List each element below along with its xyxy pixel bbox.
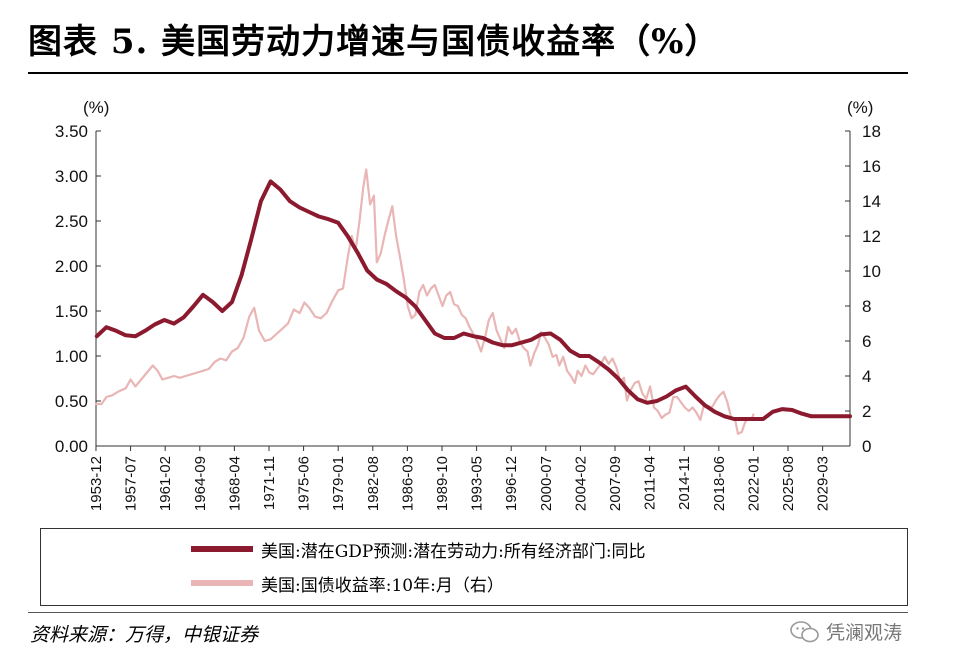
x-tick-label: 1953-12 (88, 456, 105, 511)
right-tick-label: 0 (862, 437, 871, 456)
legend-swatch-yield (191, 580, 253, 586)
x-tick-label: 1982-08 (365, 456, 382, 511)
legend-item-yield: 美国:国债收益率:10年:月（右） (191, 571, 504, 596)
legend: 美国:潜在GDP预测:潜在劳动力:所有经济部门:同比 美国:国债收益率:10年:… (40, 528, 908, 606)
right-tick-label: 14 (862, 192, 881, 211)
left-axis: 0.00 0.50 1.00 1.50 2.00 2.50 3.00 3.50 (55, 122, 101, 456)
right-tick-label: 10 (862, 262, 881, 281)
x-tick-label: 1968-04 (226, 456, 243, 511)
right-axis: 0 2 4 6 8 10 12 14 16 18 (845, 122, 881, 456)
x-tick-label: 1993-05 (469, 456, 486, 511)
x-tick-label: 2004-02 (572, 456, 589, 511)
watermark: 凭澜观涛 (790, 618, 902, 645)
x-tick-label: 1996-12 (503, 456, 520, 511)
x-tick-label: 2025-08 (780, 456, 797, 511)
watermark-text: 凭澜观涛 (826, 622, 903, 644)
right-tick-label: 8 (862, 297, 871, 316)
x-tick-label: 2018-06 (711, 456, 728, 511)
series-line-treasury-yield (94, 168, 755, 435)
x-tick-label: 2011-04 (642, 456, 659, 510)
x-tick-label: 1989-10 (434, 456, 451, 511)
legend-label-labor: 美国:潜在GDP预测:潜在劳动力:所有经济部门:同比 (261, 541, 646, 562)
source-divider (28, 612, 908, 613)
series-line-labor-growth (94, 179, 852, 421)
left-tick-label: 1.00 (55, 347, 88, 366)
x-tick-label: 1957-07 (123, 456, 140, 511)
x-tick-label: 2022-01 (745, 456, 762, 511)
x-axis: 1953-12 1957-07 1961-02 1964-09 1968-04 1971-… (88, 446, 832, 511)
x-tick-label: 1964-09 (192, 456, 209, 511)
right-tick-label: 6 (862, 332, 871, 351)
x-tick-label: 1986-03 (399, 456, 416, 511)
left-tick-label: 2.00 (55, 257, 88, 276)
legend-item-labor: 美国:潜在GDP预测:潜在劳动力:所有经济部门:同比 (191, 537, 646, 562)
plot-frame (95, 131, 851, 447)
chart: (%) (%) 0.00 0.50 1.00 1.50 2.00 2.50 3.00 3.50… (55, 98, 881, 511)
wechat-icon (790, 620, 819, 642)
right-axis-unit: (%) (847, 98, 873, 117)
left-tick-label: 0.00 (55, 437, 88, 456)
x-tick-label: 2000-07 (538, 456, 555, 511)
x-tick-label: 1975-06 (296, 456, 313, 511)
left-tick-label: 1.50 (55, 302, 88, 321)
left-tick-label: 3.50 (55, 122, 88, 141)
right-tick-label: 18 (862, 122, 881, 141)
left-tick-label: 3.00 (55, 167, 88, 186)
source-note: 资料来源：万得，中银证券 (30, 624, 259, 646)
left-tick-label: 2.50 (55, 212, 88, 231)
right-tick-label: 2 (862, 402, 871, 421)
x-tick-label: 1971-11 (261, 456, 278, 510)
x-tick-label: 1961-02 (157, 456, 174, 511)
x-tick-label: 2029-03 (815, 456, 832, 511)
chart-title: 图表 5. 美国劳动力增速与国债收益率（%） (28, 22, 720, 62)
right-tick-label: 4 (862, 367, 871, 386)
x-tick-label: 1979-01 (330, 456, 347, 511)
legend-label-yield: 美国:国债收益率:10年:月（右） (261, 575, 504, 596)
x-tick-label: 2014-11 (676, 456, 693, 510)
title-divider (28, 72, 908, 74)
left-tick-label: 0.50 (55, 392, 88, 411)
series-layer (94, 168, 852, 435)
right-tick-label: 12 (862, 227, 881, 246)
right-tick-label: 16 (862, 157, 881, 176)
legend-swatch-labor (191, 546, 253, 552)
left-axis-unit: (%) (83, 98, 109, 117)
x-tick-label: 2007-09 (607, 456, 624, 511)
